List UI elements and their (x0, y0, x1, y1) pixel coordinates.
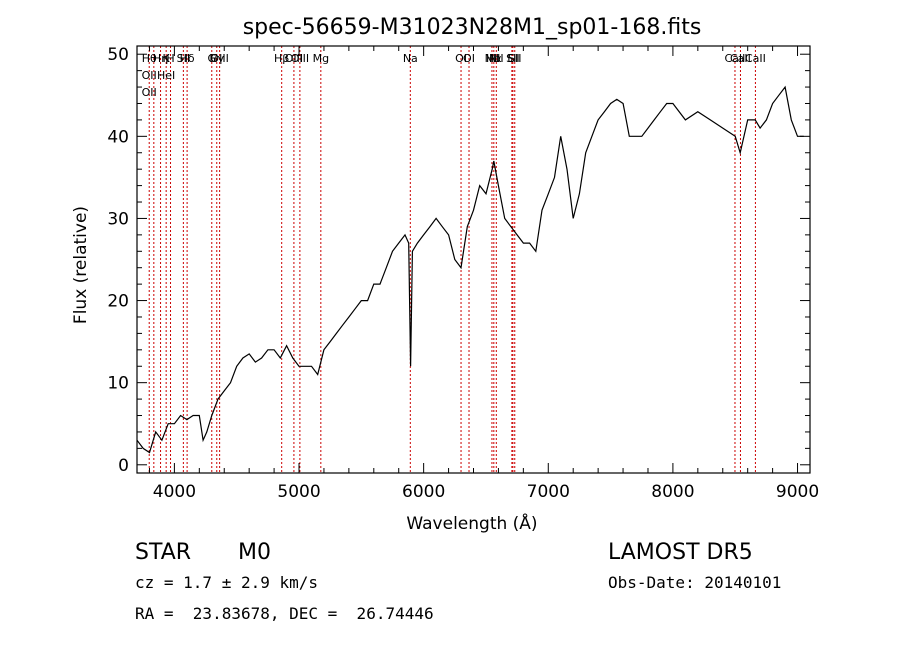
survey-name: LAMOST DR5 (608, 540, 753, 565)
x-tick-label: 5000 (277, 482, 320, 502)
spectrum-line (136, 85, 804, 454)
spectrum-chart: spec-56659-M31023N28M1_sp01-168.fits Hθ O… (71, 15, 819, 534)
chart-title: spec-56659-M31023N28M1_sp01-168.fits (243, 15, 702, 40)
line-label: CaII (745, 52, 766, 65)
object-class: STAR (135, 540, 192, 565)
line-label: OI (455, 52, 467, 65)
y-tick-label: 20 (107, 292, 129, 312)
line-label: OII (142, 69, 157, 82)
y-tick-label: 30 (107, 209, 129, 229)
y-tick-label: 40 (107, 127, 129, 147)
plot-frame (136, 45, 811, 474)
x-tick-label: 9000 (776, 482, 819, 502)
line-label: Hθ (142, 52, 157, 65)
y-axis-label: Flux (relative) (71, 206, 91, 324)
line-label: OIII (291, 52, 309, 65)
line-label: Hβ (274, 52, 289, 65)
line-label: Na (403, 52, 418, 65)
x-tick-label: 8000 (651, 482, 694, 502)
line-label: Hα (486, 52, 502, 65)
line-label: SII (177, 52, 190, 65)
y-tick-label: 0 (118, 456, 129, 476)
line-label: OIII (210, 52, 228, 65)
line-label: G (208, 52, 217, 65)
line-label: OIII (285, 52, 303, 65)
line-label: SII (506, 52, 519, 65)
line-label: Mg (313, 52, 329, 65)
object-subclass: M0 (238, 540, 271, 565)
y-axis: 0 10 20 30 40 50 (107, 45, 810, 476)
x-tick-label: 6000 (402, 482, 445, 502)
line-label: HeI (157, 69, 175, 82)
line-label: Hδ (180, 52, 195, 65)
observation-date: Obs-Date: 20140101 (608, 573, 782, 592)
line-label: K (163, 52, 171, 65)
x-tick-label: 4000 (153, 482, 196, 502)
line-label: SII (508, 52, 521, 65)
x-axis: 4000 5000 6000 7000 8000 9000 (148, 46, 819, 502)
line-label: Li (507, 52, 516, 65)
line-label: CaII (725, 52, 746, 65)
line-label: OII (142, 86, 157, 99)
spectral-line-markers (148, 46, 756, 473)
line-label: OI (463, 52, 475, 65)
line-label: H (166, 52, 174, 65)
redshift-velocity: cz = 1.7 ± 2.9 km/s (135, 573, 319, 592)
x-tick-label: 7000 (527, 482, 570, 502)
y-tick-label: 50 (107, 45, 129, 65)
coordinates: RA = 23.83678, DEC = 26.74446 (135, 604, 434, 623)
line-label: NII (485, 52, 500, 65)
line-label: Hγ (209, 52, 224, 65)
line-label: NII (489, 52, 504, 65)
y-tick-label: 10 (107, 374, 129, 394)
line-label: CaII (730, 52, 751, 65)
x-axis-label: Wavelength (Å) (406, 512, 537, 534)
line-label: Hη (153, 52, 168, 65)
